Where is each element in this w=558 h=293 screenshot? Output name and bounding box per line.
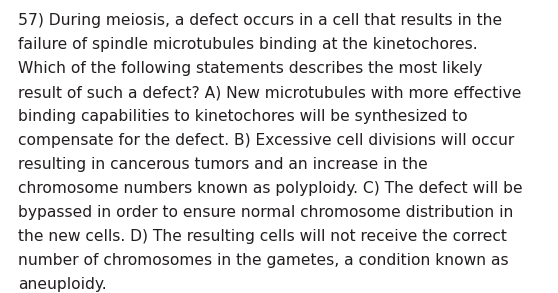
Text: chromosome numbers known as polyploidy. C) The defect will be: chromosome numbers known as polyploidy. …	[18, 181, 522, 196]
Text: result of such a defect? A) New microtubules with more effective: result of such a defect? A) New microtub…	[18, 85, 521, 100]
Text: number of chromosomes in the gametes, a condition known as: number of chromosomes in the gametes, a …	[18, 253, 508, 268]
Text: the new cells. D) The resulting cells will not receive the correct: the new cells. D) The resulting cells wi…	[18, 229, 507, 244]
Text: aneuploidy.: aneuploidy.	[18, 277, 107, 292]
Text: bypassed in order to ensure normal chromosome distribution in: bypassed in order to ensure normal chrom…	[18, 205, 513, 220]
Text: binding capabilities to kinetochores will be synthesized to: binding capabilities to kinetochores wil…	[18, 109, 468, 124]
Text: failure of spindle microtubules binding at the kinetochores.: failure of spindle microtubules binding …	[18, 37, 478, 52]
Text: resulting in cancerous tumors and an increase in the: resulting in cancerous tumors and an inc…	[18, 157, 427, 172]
Text: 57) During meiosis, a defect occurs in a cell that results in the: 57) During meiosis, a defect occurs in a…	[18, 13, 502, 28]
Text: compensate for the defect. B) Excessive cell divisions will occur: compensate for the defect. B) Excessive …	[18, 133, 514, 148]
Text: Which of the following statements describes the most likely: Which of the following statements descri…	[18, 61, 482, 76]
